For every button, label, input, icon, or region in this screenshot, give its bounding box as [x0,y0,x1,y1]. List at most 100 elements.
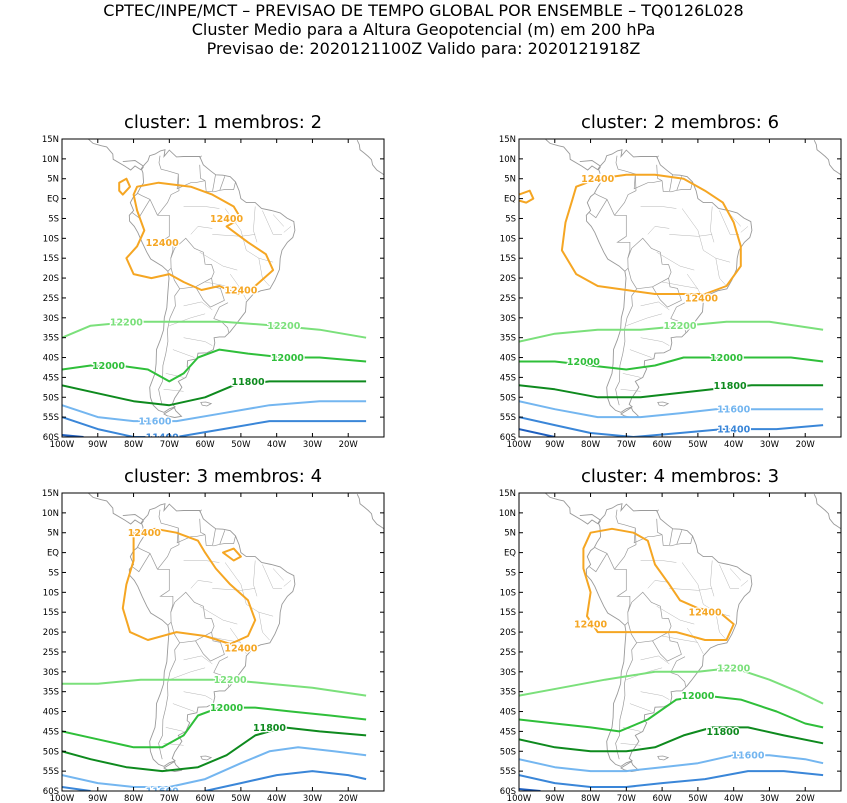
country-border [157,568,174,626]
coastline-africa [813,494,841,533]
country-border [627,237,672,290]
lon-tick-label: 70W [160,794,180,803]
state-border [626,313,663,326]
state-border [253,560,258,597]
state-border [258,612,270,641]
forecast-dates: Previsao de: 2020121100Z Valido para: 20… [206,39,641,58]
coastline-island [199,155,202,159]
country-border [670,656,686,673]
contour-label-11800: 11800 [706,727,739,738]
country-border [588,553,608,573]
state-border [640,691,670,700]
map-frame [61,138,385,438]
lat-tick-label: 35S [43,334,59,344]
contour-label-12200: 12200 [663,321,696,332]
contour-line-12200 [62,678,367,697]
state-border [183,301,213,311]
lat-tick-label: 55S [43,767,59,777]
country-border [652,278,682,308]
contour-line-12000 [62,348,367,383]
state-border [669,234,713,237]
state-border [172,703,195,712]
lon-tick-label: 80W [581,794,601,803]
state-border [715,612,727,641]
lat-tick-label: 30S [500,314,516,324]
contour-label-11400: 11400 [146,433,179,444]
contour-label-12400: 12400 [224,285,257,296]
lat-tick-label: 45S [500,727,516,737]
lon-tick-label: 30W [760,440,780,450]
contour-label-12200: 12200 [717,663,750,674]
contour-label-12400: 12400 [224,643,257,654]
coastline-island [199,509,202,513]
lat-tick-label: 35S [43,688,59,698]
contour-label-12400: 12400 [128,528,161,539]
lat-tick-label: 5N [47,529,59,539]
contour-line-12400 [519,189,535,204]
country-border [597,166,601,171]
state-border [629,703,652,712]
contour-line-12400 [118,177,131,196]
map-panel-cluster-4: 12400 12400 12200 12000 11800 11600 15N 10N 5N EQ… [499,489,842,803]
lon-tick-label: 20W [796,440,816,450]
country-border [594,547,615,570]
map-panel-cluster-1: 12400 12400 12400 12200 12200 12000 12000 11800… [42,135,385,450]
contour-line-12200 [519,320,824,343]
contour-label-11800: 11800 [232,377,265,388]
lat-tick-label: 20S [500,628,516,638]
lat-tick-label: 15S [500,254,516,264]
figure-subtitle: Cluster Medio para a Altura Geopotencial… [191,20,656,39]
lat-tick-label: 10S [43,588,59,598]
contour-line-12000 [519,356,824,371]
country-border [670,302,686,319]
contour-line-11600 [519,754,824,773]
lat-tick-label: 25S [43,294,59,304]
lat-tick-label: 45S [43,727,59,737]
figure-title: CPTEC/INPE/MCT – PREVISAO DE TEMPO GLOBA… [103,1,744,20]
coastline-island [656,509,659,513]
state-border [740,580,749,587]
lon-tick-label: 20W [796,794,816,803]
country-border [176,527,206,544]
lat-tick-label: 60S [500,433,516,443]
lon-tick-label: 100W [50,440,75,450]
lat-tick-label: 5S [505,568,516,578]
state-border [640,655,670,665]
lat-tick-label: 10N [42,155,59,165]
country-border [656,164,663,182]
contour-line-11400 [519,770,824,788]
lon-tick-label: 20W [339,794,359,803]
contour-line-11600 [62,400,367,423]
contour-label-12400: 12400 [146,238,179,249]
coastline-falklands [200,401,213,407]
state-border [740,226,749,233]
state-border [629,349,652,358]
lon-tick-label: 60W [652,794,672,803]
state-border [640,337,670,346]
country-border [199,164,206,182]
lon-tick-label: 70W [617,440,637,450]
country-border [614,568,631,626]
lat-tick-label: 5N [504,529,516,539]
lat-tick-label: 35S [500,688,516,698]
lat-tick-label: 5N [504,175,516,185]
lon-tick-label: 100W [507,794,532,803]
contour-line-12200 [519,666,824,705]
contour-label-12400: 12400 [574,620,607,631]
contour-label-12000: 12000 [567,357,600,368]
coastline-falklands [657,755,670,761]
map-area: 12400 12400 12200 12000 11800 11600 [519,493,841,791]
coastline-island [656,155,659,159]
contour-label-12200: 12200 [214,675,247,686]
lon-tick-label: 40W [724,440,744,450]
state-border [686,627,704,655]
state-border [729,568,741,581]
map-panel-cluster-3: 12400 12400 12200 12000 11800 11600 15N 10N 5N EQ… [42,489,385,803]
lat-tick-label: 10S [500,234,516,244]
country-border [140,166,144,171]
country-border [633,527,663,544]
lat-tick-label: 40S [500,708,516,718]
coastline-tierra-del-fuego [620,406,640,418]
lon-tick-label: 60W [195,440,215,450]
lon-tick-label: 50W [231,794,251,803]
